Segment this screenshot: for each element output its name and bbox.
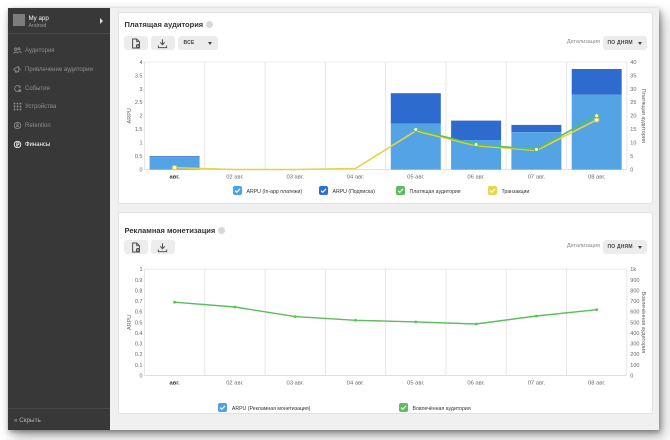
svg-text:0.2: 0.2 <box>134 352 142 358</box>
svg-text:ARPU: ARPU <box>127 314 133 329</box>
svg-text:0: 0 <box>139 168 142 174</box>
svg-text:800: 800 <box>630 288 639 294</box>
svg-text:40: 40 <box>630 60 636 66</box>
svg-text:5: 5 <box>630 154 633 160</box>
svg-text:10: 10 <box>630 141 636 147</box>
svg-text:02 авг.: 02 авг. <box>226 175 244 181</box>
svg-text:0: 0 <box>139 373 142 379</box>
svg-text:авг.: авг. <box>169 380 180 386</box>
svg-text:03 авг.: 03 авг. <box>286 380 304 386</box>
svg-text:1: 1 <box>139 267 142 273</box>
svg-text:0.7: 0.7 <box>134 299 142 305</box>
svg-text:1: 1 <box>139 141 142 147</box>
svg-text:02 авг.: 02 авг. <box>226 380 244 386</box>
svg-text:4: 4 <box>139 60 142 66</box>
svg-text:2.5: 2.5 <box>134 100 142 106</box>
svg-text:1k: 1k <box>630 267 636 273</box>
svg-text:06 авг.: 06 авг. <box>467 380 485 386</box>
svg-text:100: 100 <box>630 362 639 368</box>
svg-text:700: 700 <box>630 299 639 305</box>
svg-text:ARPU: ARPU <box>127 108 133 123</box>
svg-text:0: 0 <box>630 168 633 174</box>
svg-text:0.8: 0.8 <box>134 288 142 294</box>
svg-text:0.6: 0.6 <box>134 309 142 315</box>
svg-text:03 авг.: 03 авг. <box>286 175 304 181</box>
svg-text:0.9: 0.9 <box>134 277 142 283</box>
svg-text:900: 900 <box>630 277 639 283</box>
svg-text:07 авг.: 07 авг. <box>527 380 545 386</box>
svg-text:Платящая аудитория: Платящая аудитория <box>639 89 645 143</box>
svg-text:400: 400 <box>630 331 639 337</box>
svg-text:15: 15 <box>630 127 636 133</box>
svg-text:300: 300 <box>630 341 639 347</box>
svg-text:06 авг.: 06 авг. <box>467 175 485 181</box>
svg-text:0.4: 0.4 <box>134 331 142 337</box>
svg-text:0: 0 <box>630 373 633 379</box>
svg-text:05 авг.: 05 авг. <box>407 175 425 181</box>
svg-text:0.1: 0.1 <box>134 362 142 368</box>
svg-text:04 авг.: 04 авг. <box>346 175 364 181</box>
svg-text:04 авг.: 04 авг. <box>346 380 364 386</box>
svg-text:08 авг.: 08 авг. <box>588 380 606 386</box>
svg-text:200: 200 <box>630 352 639 358</box>
svg-text:0.5: 0.5 <box>134 154 142 160</box>
svg-text:0.5: 0.5 <box>134 320 142 326</box>
svg-text:2: 2 <box>139 114 142 120</box>
svg-text:30: 30 <box>630 87 636 93</box>
svg-text:08 авг.: 08 авг. <box>588 175 606 181</box>
svg-text:Вовлечённая аудитория: Вовлечённая аудитория <box>639 291 645 353</box>
svg-text:авг.: авг. <box>169 175 180 181</box>
svg-text:500: 500 <box>630 320 639 326</box>
svg-text:35: 35 <box>630 73 636 79</box>
svg-text:25: 25 <box>630 100 636 106</box>
svg-text:20: 20 <box>630 114 636 120</box>
svg-text:3: 3 <box>139 87 142 93</box>
svg-text:1.5: 1.5 <box>134 127 142 133</box>
svg-text:05 авг.: 05 авг. <box>407 380 425 386</box>
svg-text:0.3: 0.3 <box>134 341 142 347</box>
svg-text:600: 600 <box>630 309 639 315</box>
svg-text:07 авг.: 07 авг. <box>527 175 545 181</box>
svg-text:3.5: 3.5 <box>134 73 142 79</box>
